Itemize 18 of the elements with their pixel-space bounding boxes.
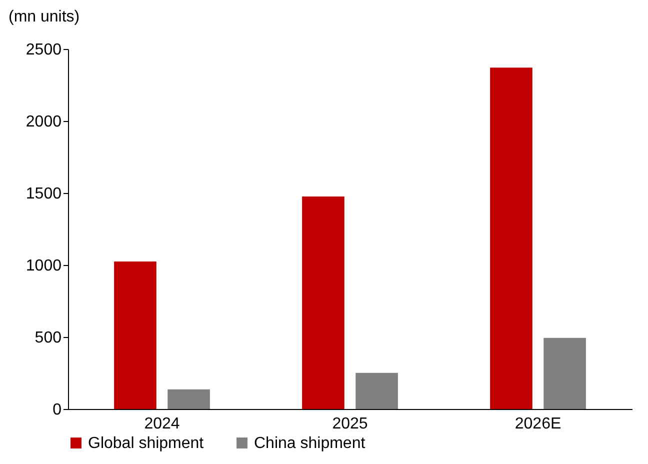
bar [544, 338, 586, 409]
y-tick-label: 1500 [26, 186, 62, 202]
bar [356, 372, 398, 409]
legend-label: Global shipment [88, 435, 204, 452]
bar [114, 262, 156, 409]
x-tick-label: 2026E [514, 416, 562, 432]
x-tick-label: 2024 [144, 416, 180, 432]
x-tick-label: 2025 [332, 416, 368, 432]
y-tick-label: 500 [34, 330, 62, 346]
y-tick-label: 1000 [26, 258, 62, 274]
y-tick-label: 0 [52, 402, 62, 418]
y-tick-label: 2500 [26, 42, 62, 58]
y-axis-title: (mn units) [8, 8, 80, 26]
bar [168, 389, 210, 409]
legend-label: China shipment [254, 435, 366, 452]
bar [490, 68, 532, 409]
bar [302, 196, 344, 409]
y-tick-label: 2000 [26, 114, 62, 130]
